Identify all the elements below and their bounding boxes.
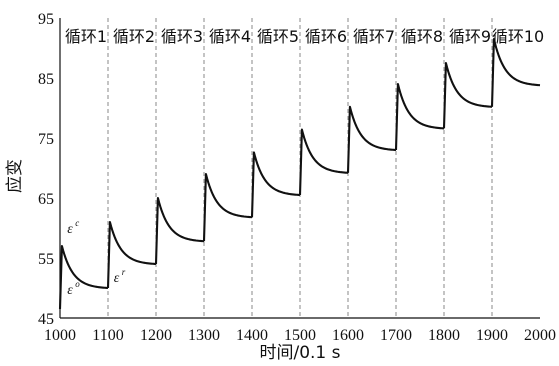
y-tick-label-95: 95 [38, 11, 54, 28]
epsilon-superscript: c [75, 218, 79, 228]
axis-layer: 1000 1100 1200 1300 1400 1500 1600 1700 1800 1900… [38, 11, 556, 344]
y-tick-label-85: 85 [38, 71, 54, 88]
cycle-label-5: 循环5 [257, 27, 299, 46]
cycle-label-6: 循环6 [305, 27, 347, 46]
cycle-curve-8 [394, 82, 445, 151]
x-tick-label-2000: 2000 [524, 327, 556, 344]
x-tick-label-1300: 1300 [188, 327, 220, 344]
cycle-label-2: 循环2 [113, 27, 155, 46]
cycle-label-1: 循环1 [65, 27, 107, 46]
x-tick-label-1400: 1400 [236, 327, 268, 344]
cycle-label-8: 循环8 [401, 27, 443, 46]
y-tick-label-45: 45 [38, 311, 54, 328]
cycle-curve-2 [106, 220, 157, 289]
cycle-label-10: 循环10 [492, 27, 544, 46]
cycle-curve-1 [58, 244, 109, 310]
cycle-curve-10 [490, 37, 541, 107]
epsilon-superscript: o [75, 279, 80, 289]
epsilon-symbol: ε [67, 283, 73, 298]
y-tick-label-65: 65 [38, 191, 54, 208]
x-tick-label-1200: 1200 [140, 327, 172, 344]
y-tick-label-55: 55 [38, 251, 54, 268]
x-tick-label-1900: 1900 [476, 327, 508, 344]
epsilon-superscript: r [122, 267, 126, 277]
x-axis-title: 时间/0.1 s [259, 343, 340, 363]
x-tick-label-1700: 1700 [380, 327, 412, 344]
y-axis-title: 应变 [5, 159, 25, 193]
x-tick-label-1800: 1800 [428, 327, 460, 344]
cycle-curve-3 [154, 196, 205, 265]
cycle-label-4: 循环4 [209, 27, 251, 46]
x-tick-label-1600: 1600 [332, 327, 364, 344]
series-layer [58, 37, 541, 310]
cycle-curve-9 [442, 61, 493, 129]
cycle-label-3: 循环3 [161, 27, 203, 46]
x-tick-label-1100: 1100 [92, 327, 123, 344]
cycle-label-7: 循环7 [353, 27, 395, 46]
cycle-curve-5 [250, 151, 301, 218]
epsilon-symbol: ε [114, 271, 120, 286]
x-tick-label-1000: 1000 [44, 327, 76, 344]
epsilon-symbol: ε [67, 222, 73, 237]
y-tick-label-75: 75 [38, 131, 54, 148]
cycle-curve-4 [202, 172, 253, 242]
cycle-curve-7 [346, 105, 397, 173]
cycle-curve-6 [298, 128, 349, 196]
x-tick-label-1500: 1500 [284, 327, 316, 344]
cycle-label-9: 循环9 [449, 27, 491, 46]
